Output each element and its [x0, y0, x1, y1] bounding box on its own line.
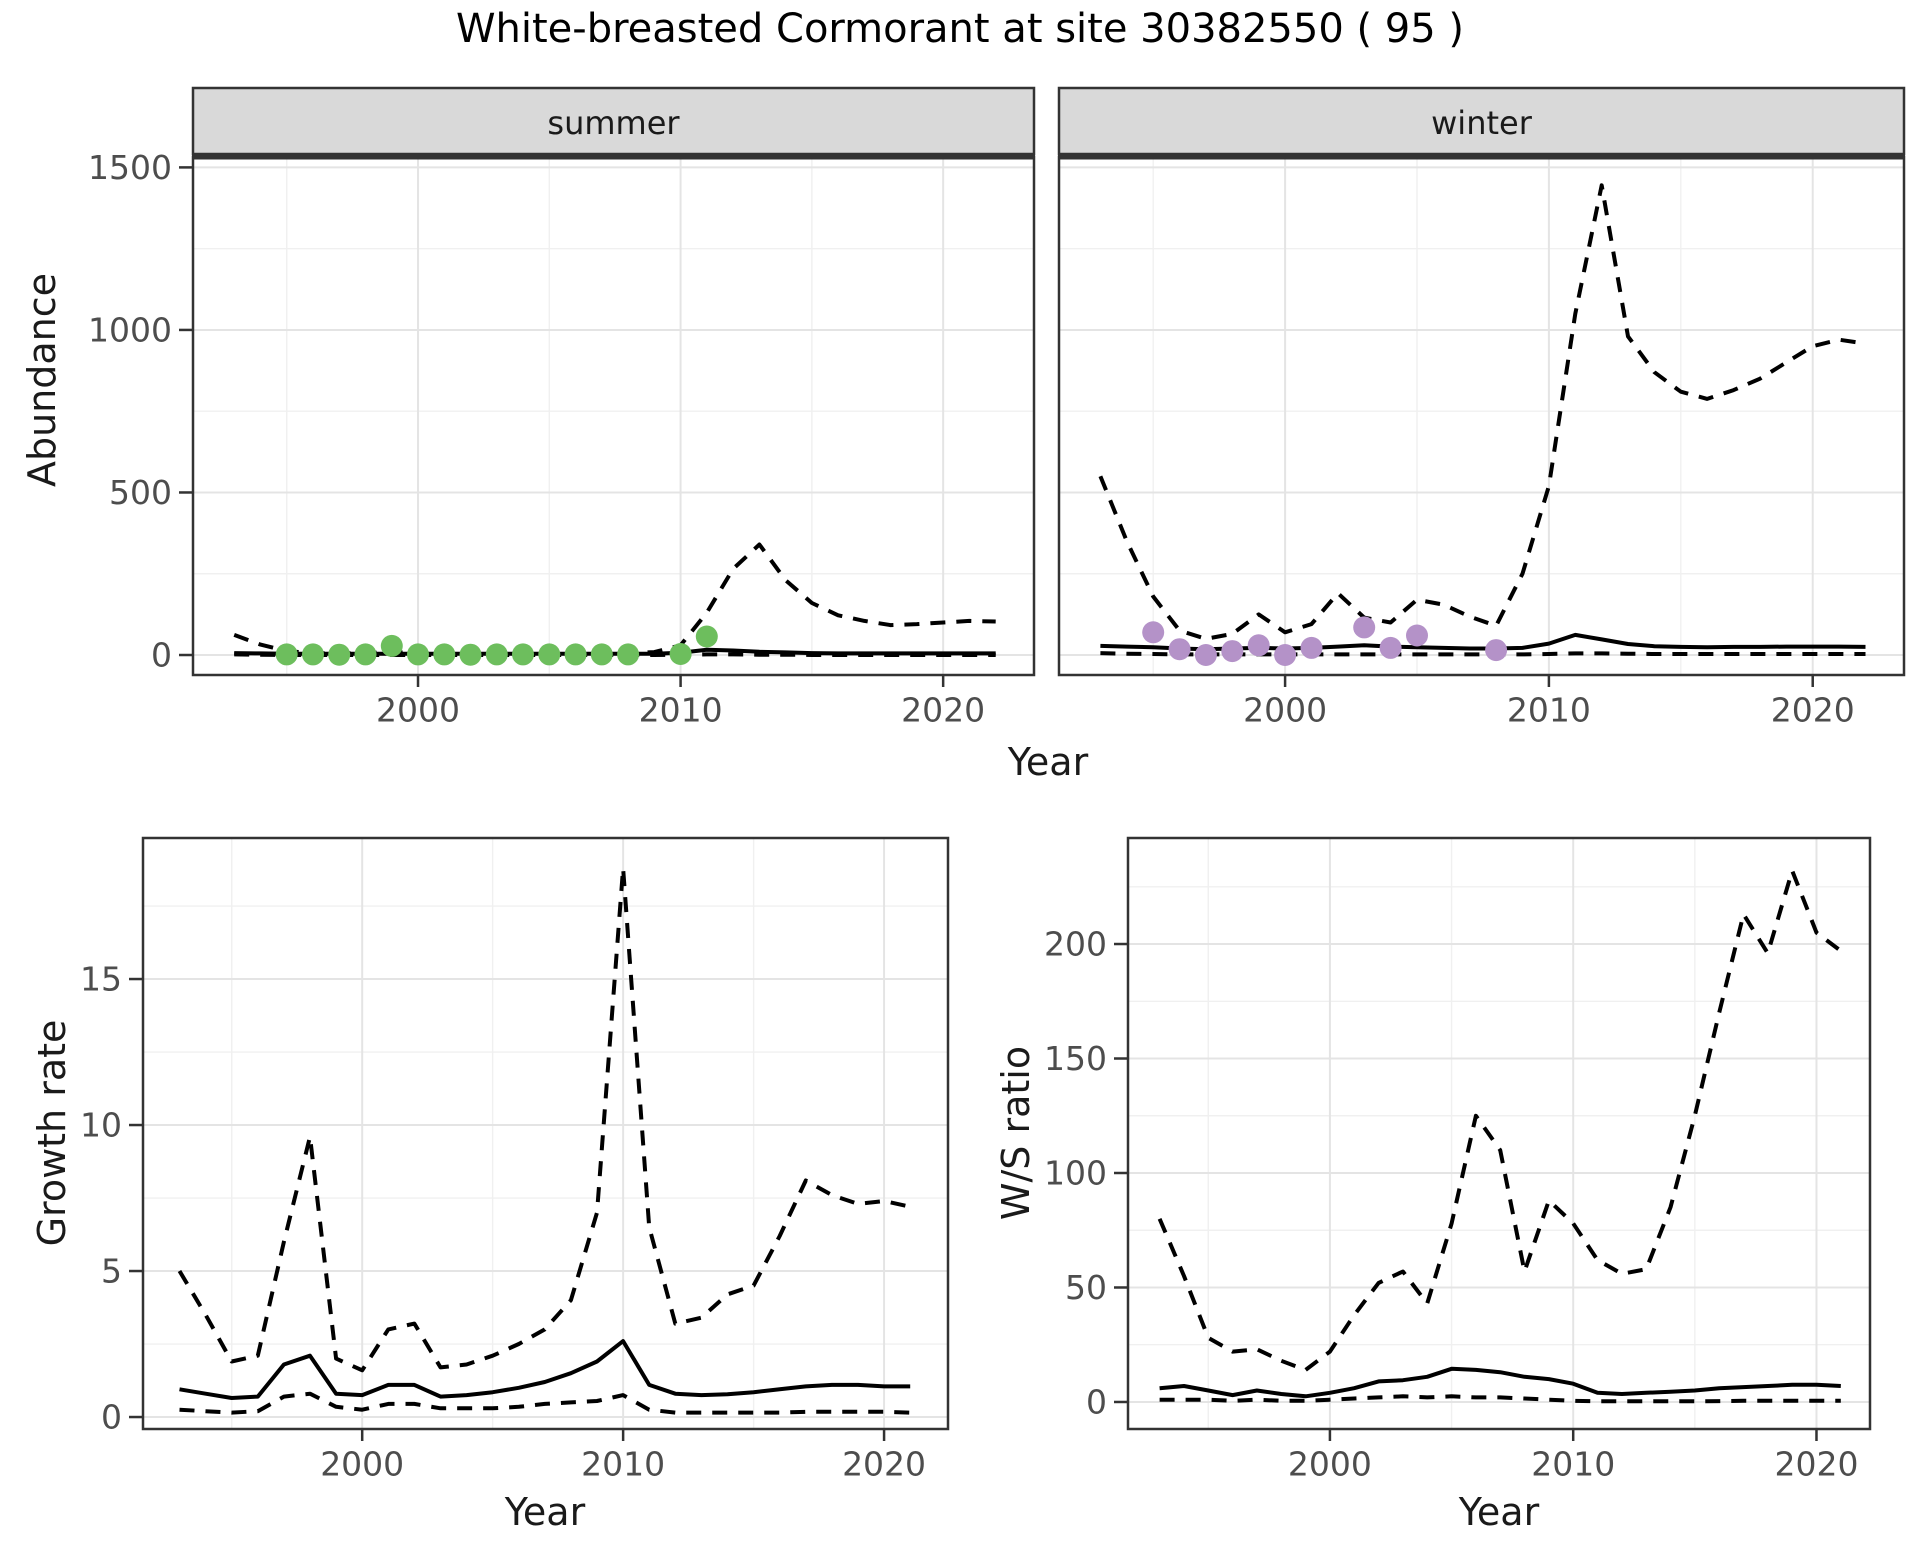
growth-y-axis-title: Growth rate: [30, 1020, 74, 1247]
top-y-axis-title: Abundance: [20, 273, 64, 487]
y-tick-label: 500: [109, 473, 172, 512]
observation-point: [1168, 638, 1191, 661]
y-tick-label: 0: [101, 1398, 122, 1437]
observation-point: [1194, 644, 1217, 666]
y-tick-label: 5: [101, 1252, 122, 1291]
x-tick-label: 2020: [842, 1445, 926, 1484]
observation-points: [1142, 616, 1508, 666]
y-tick-label: 150: [1044, 1039, 1107, 1078]
observation-point: [1353, 616, 1376, 639]
x-tick-label: 2020: [1774, 1445, 1858, 1484]
observation-point: [1485, 639, 1508, 662]
x-tick-label: 2010: [639, 691, 723, 730]
upper-ci-line: [177, 866, 911, 1373]
facet-strip: [1057, 86, 1906, 156]
y-tick-label: 0: [1086, 1382, 1107, 1421]
observation-point: [695, 625, 718, 648]
observation-point: [1379, 636, 1402, 659]
panel-border: [191, 155, 1036, 677]
upper-ci-line: [233, 542, 996, 656]
x-tick-label: 2020: [901, 691, 985, 730]
observation-point: [512, 643, 534, 666]
x-tick-label: 2010: [1507, 691, 1591, 730]
upper-ci-line: [1098, 183, 1866, 641]
observation-point: [354, 643, 377, 666]
panel-border: [141, 836, 950, 1431]
observation-point: [669, 643, 692, 665]
x-tick-label: 2010: [581, 1445, 665, 1484]
observation-point: [590, 643, 613, 666]
y-tick-label: 1500: [88, 148, 172, 187]
fit-line: [179, 1339, 911, 1400]
x-tick-label: 2000: [320, 1445, 404, 1484]
observation-point: [1142, 621, 1165, 644]
observation-point: [1247, 634, 1270, 657]
observation-point: [328, 643, 351, 666]
y-tick-label: 10: [80, 1106, 122, 1145]
fit-line: [1159, 1366, 1841, 1399]
summer-panel: summer 2000 2010 2020 0 500 1000 1500: [88, 86, 1036, 730]
y-tick-label: 0: [151, 636, 172, 675]
observation-point: [275, 643, 298, 666]
observation-points: [275, 625, 718, 666]
y-tick-label: 15: [80, 960, 122, 999]
lower-ci-line: [179, 1391, 911, 1415]
grid: [143, 838, 948, 1429]
growth-x-axis-title: Year: [504, 1490, 586, 1534]
observation-point: [1300, 636, 1323, 659]
lower-ci-line: [1100, 651, 1866, 657]
grid: [193, 157, 1034, 675]
facet-strip-label: winter: [1431, 104, 1533, 142]
x-tick-label: 2000: [1288, 1445, 1372, 1484]
y-tick-label: 100: [1044, 1153, 1107, 1192]
ws-x-axis-title: Year: [1458, 1490, 1540, 1534]
observation-point: [1406, 624, 1428, 647]
grid: [1128, 838, 1870, 1429]
ws-ratio-panel: 2000 2010 2020 0 50 100 150 200: [1044, 836, 1872, 1484]
growth-rate-panel: 2000 2010 2020 0 5 10 15: [80, 836, 950, 1484]
y-tick-label: 50: [1065, 1268, 1107, 1307]
x-tick-label: 2010: [1531, 1445, 1615, 1484]
facet-strip-label: summer: [547, 104, 680, 142]
facet-strip: [191, 86, 1036, 156]
observation-point: [302, 643, 324, 666]
grid: [1059, 157, 1904, 675]
lower-ci-line: [1159, 1394, 1841, 1404]
observation-point: [1221, 640, 1244, 663]
observation-point: [433, 643, 456, 666]
observation-point: [564, 643, 587, 666]
chart-title: White-breasted Cormorant at site 3038255…: [455, 6, 1465, 52]
panel-border: [1057, 155, 1906, 677]
x-tick-label: 2000: [1243, 691, 1327, 730]
x-tick-label: 2020: [1771, 691, 1855, 730]
y-tick-label: 1000: [88, 310, 172, 349]
observation-point: [485, 643, 508, 666]
y-tick-label: 200: [1044, 925, 1107, 964]
observation-point: [459, 643, 482, 666]
x-tick-label: 2000: [376, 691, 460, 730]
observation-point: [538, 643, 561, 666]
upper-ci-line: [1157, 868, 1843, 1372]
observation-point: [1274, 644, 1297, 666]
observation-point: [380, 634, 403, 657]
top-x-axis-title: Year: [1007, 740, 1089, 784]
panel-border: [1126, 836, 1872, 1431]
winter-panel: winter 2000 2010 2020: [1057, 86, 1906, 730]
observation-point: [617, 643, 640, 666]
observation-point: [407, 643, 429, 666]
ws-y-axis-title: W/S ratio: [994, 1046, 1038, 1220]
